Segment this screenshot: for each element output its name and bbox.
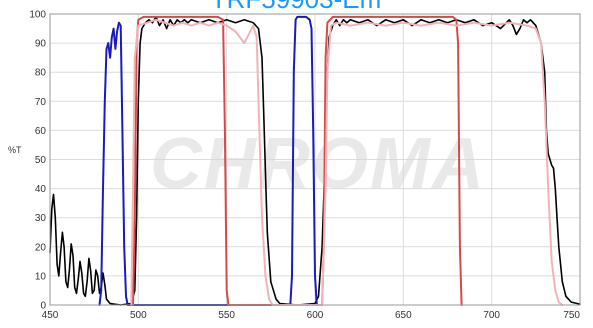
x-tick-label: 500 (130, 310, 147, 321)
y-tick-labels: 0 10 20 30 40 50 60 70 80 90 100 (29, 10, 46, 312)
y-tick-label: 30 (35, 213, 47, 224)
y-tick-label: 80 (35, 68, 47, 79)
x-tick-labels: 450 500 550 600 650 700 750 (42, 310, 581, 321)
x-tick-label: 700 (483, 310, 500, 321)
y-tick-label: 40 (35, 184, 47, 195)
y-tick-label: 0 (40, 301, 46, 312)
series-line-0 (49, 16, 581, 306)
y-tick-label: 70 (35, 97, 47, 108)
chroma-watermark: CHROMA (150, 124, 486, 204)
series-line-1 (98, 15, 318, 306)
y-tick-label: 50 (35, 155, 47, 166)
y-tick-label: 20 (35, 242, 47, 253)
y-tick-label: 10 (35, 271, 47, 282)
x-tick-label: 450 (42, 310, 59, 321)
x-tick-label: 750 (563, 310, 580, 321)
x-tick-label: 550 (218, 310, 235, 321)
y-tick-label: 90 (35, 39, 47, 50)
chart-title: TRF59903-Em (211, 0, 382, 14)
y-axis-label: %T (8, 145, 22, 155)
y-tick-label: 60 (35, 126, 47, 137)
y-tick-label: 100 (29, 10, 46, 21)
plot-frame (49, 13, 581, 306)
x-tick-label: 600 (307, 310, 324, 321)
x-tick-label: 650 (395, 310, 412, 321)
